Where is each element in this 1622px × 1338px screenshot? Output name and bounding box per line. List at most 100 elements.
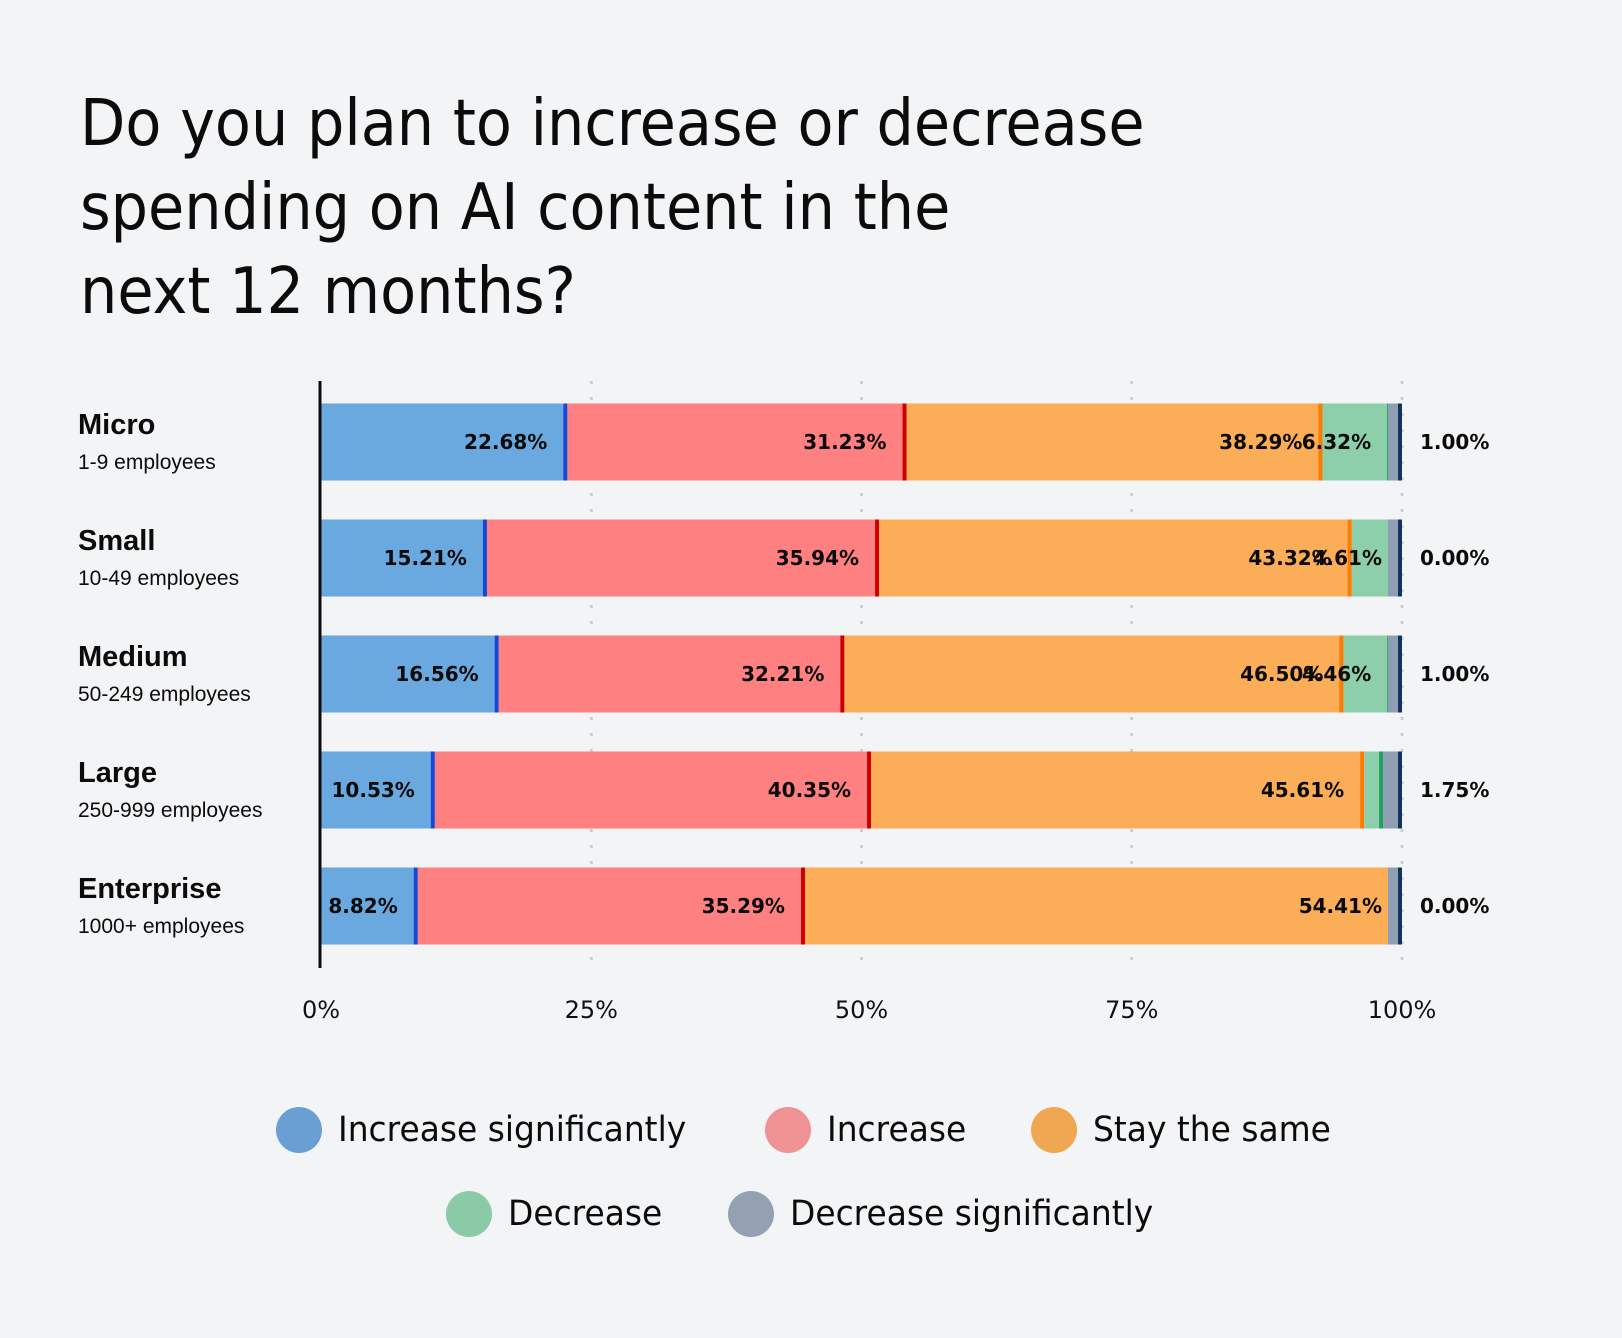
legend-label: Increase [826, 1110, 966, 1150]
bar-segment-increase [486, 519, 880, 597]
value-label: 4.61% [1313, 546, 1382, 570]
value-label: 54.41% [1299, 894, 1382, 918]
bar-segment-increase [434, 751, 872, 829]
category-subtitle: 1000+ employees [78, 915, 244, 938]
legend-label: Stay the same [1092, 1110, 1331, 1150]
bar-segment-stay-the-same [844, 635, 1344, 713]
bar-segment-increase-significantly [321, 867, 418, 945]
legend-row: Decrease Decrease significantly [0, 1184, 1622, 1244]
bar-segment-edge [1398, 635, 1402, 713]
bar-segment-edge [800, 867, 805, 945]
category-name: Small [78, 525, 155, 557]
bar-segment-increase-significantly [321, 635, 499, 713]
category-subtitle: 1-9 employees [78, 451, 216, 474]
category-subtitle: 10-49 employees [78, 567, 239, 590]
bar-segment-edge [1398, 403, 1402, 481]
legend-item: Increase significantly [276, 1107, 708, 1153]
bar-segment-edge [494, 635, 499, 713]
legend-item: Stay the same [1030, 1107, 1346, 1153]
legend-item: Decrease [445, 1191, 672, 1237]
bar-row: 10.53% 40.35% 45.61% 1.75% [321, 751, 1489, 829]
bar-segment-edge [563, 403, 568, 481]
category-name: Enterprise [78, 873, 221, 905]
value-label: 15.21% [384, 546, 467, 570]
legend-label: Decrease [507, 1194, 663, 1234]
bar-segment-stay-the-same [871, 751, 1365, 829]
value-label: 1.00% [1420, 430, 1489, 454]
legend-label: Decrease significantly [789, 1194, 1154, 1234]
legend-swatch-icon [445, 1191, 492, 1237]
bar-segment-increase [417, 867, 805, 945]
x-axis-ticks: 0% 25% 50% 75% 100% [302, 996, 1436, 1024]
bar-segment-increase [567, 403, 907, 481]
category-subtitle: 50-249 employees [78, 683, 251, 706]
bar-segment-edge [902, 403, 907, 481]
category-name: Micro [78, 409, 155, 441]
value-label: 35.94% [776, 546, 859, 570]
value-label: 32.21% [741, 662, 824, 686]
category-name: Medium [78, 641, 188, 673]
legend-swatch-icon [764, 1107, 811, 1153]
bar-segment-stay-the-same [906, 403, 1323, 481]
bar-segment-edge [1347, 519, 1352, 597]
legend-swatch-icon [727, 1191, 774, 1237]
bar-segment-stay-the-same [879, 519, 1352, 597]
bar-row: 15.21% 35.94% 43.32%4.61% 0.00% [321, 519, 1489, 597]
title-line-3: next 12 months? [80, 255, 576, 329]
bars: 22.68% 31.23% 38.29% 6.32% 1.00% 15.21% 35.94%… [321, 403, 1489, 945]
legend-item: Decrease significantly [727, 1191, 1176, 1237]
value-label: 8.82% [328, 894, 397, 918]
bar-row: 8.82% 35.29% 54.41% 0.00% [321, 867, 1489, 945]
value-label: 1.75% [1420, 778, 1489, 802]
bar-segment-decrease-significantly [1383, 751, 1402, 829]
x-tick-label: 75% [1105, 996, 1158, 1024]
bar-segment-edge [1339, 635, 1344, 713]
bar-segment-increase [498, 635, 845, 713]
stacked-bar-chart: 22.68% 31.23% 38.29% 6.32% 1.00% 15.21% 35.94%… [78, 381, 1489, 1024]
legend-swatch-icon [276, 1107, 323, 1153]
bar-row: 22.68% 31.23% 38.29% 6.32% 1.00% [321, 403, 1489, 481]
category-name: Large [78, 757, 157, 789]
x-tick-label: 50% [835, 996, 888, 1024]
legend-item: Increase [764, 1107, 975, 1153]
legend: Increase significantly Increase Stay the s… [0, 1100, 1622, 1268]
x-tick-label: 0% [302, 996, 340, 1024]
value-label: 38.29% [1219, 430, 1302, 454]
value-label: 16.56% [395, 662, 478, 686]
legend-label: Increase significantly [338, 1110, 687, 1150]
bar-segment-stay-the-same [804, 867, 1402, 945]
value-label: 31.23% [803, 430, 886, 454]
x-tick-label: 100% [1368, 996, 1437, 1024]
bar-segment-edge [867, 751, 872, 829]
bar-segment-edge [1398, 519, 1402, 597]
value-label: 22.68% [464, 430, 547, 454]
value-label: 35.29% [702, 894, 785, 918]
value-label: 46.50% [1240, 662, 1323, 686]
legend-row: Increase significantly Increase Stay the s… [0, 1100, 1622, 1160]
legend-swatch-icon [1030, 1107, 1077, 1153]
bar-segment-decrease [1343, 635, 1392, 713]
bar-segment-edge [1360, 751, 1365, 829]
bar-segment-edge [1398, 867, 1402, 945]
title-line-2: spending on AI content in the [80, 171, 951, 245]
bar-row: 16.56% 32.21% 46.50%4.46% 1.00% [321, 635, 1489, 713]
category-subtitle: 250-999 employees [78, 799, 262, 822]
value-label: 45.61% [1261, 778, 1344, 802]
bar-segment-edge [875, 519, 880, 597]
value-label: 43.32% [1248, 546, 1331, 570]
bar-segment-edge [840, 635, 845, 713]
value-label: 0.00% [1420, 546, 1489, 570]
bar-segment-decrease [1322, 403, 1392, 481]
value-label: 40.35% [768, 778, 851, 802]
bar-segment-edge [1379, 751, 1384, 829]
bar-segment-edge [413, 867, 418, 945]
bar-segment-increase-significantly [321, 403, 568, 481]
value-label: 1.00% [1420, 662, 1489, 686]
bar-segment-edge [1318, 403, 1323, 481]
bar-segment-edge [1398, 751, 1402, 829]
bar-segment-increase-significantly [321, 519, 487, 597]
bar-segment-decrease [1364, 751, 1384, 829]
value-label: 10.53% [332, 778, 415, 802]
title-line-1: Do you plan to increase or decrease [80, 87, 1145, 161]
value-label: 4.46% [1302, 662, 1371, 686]
